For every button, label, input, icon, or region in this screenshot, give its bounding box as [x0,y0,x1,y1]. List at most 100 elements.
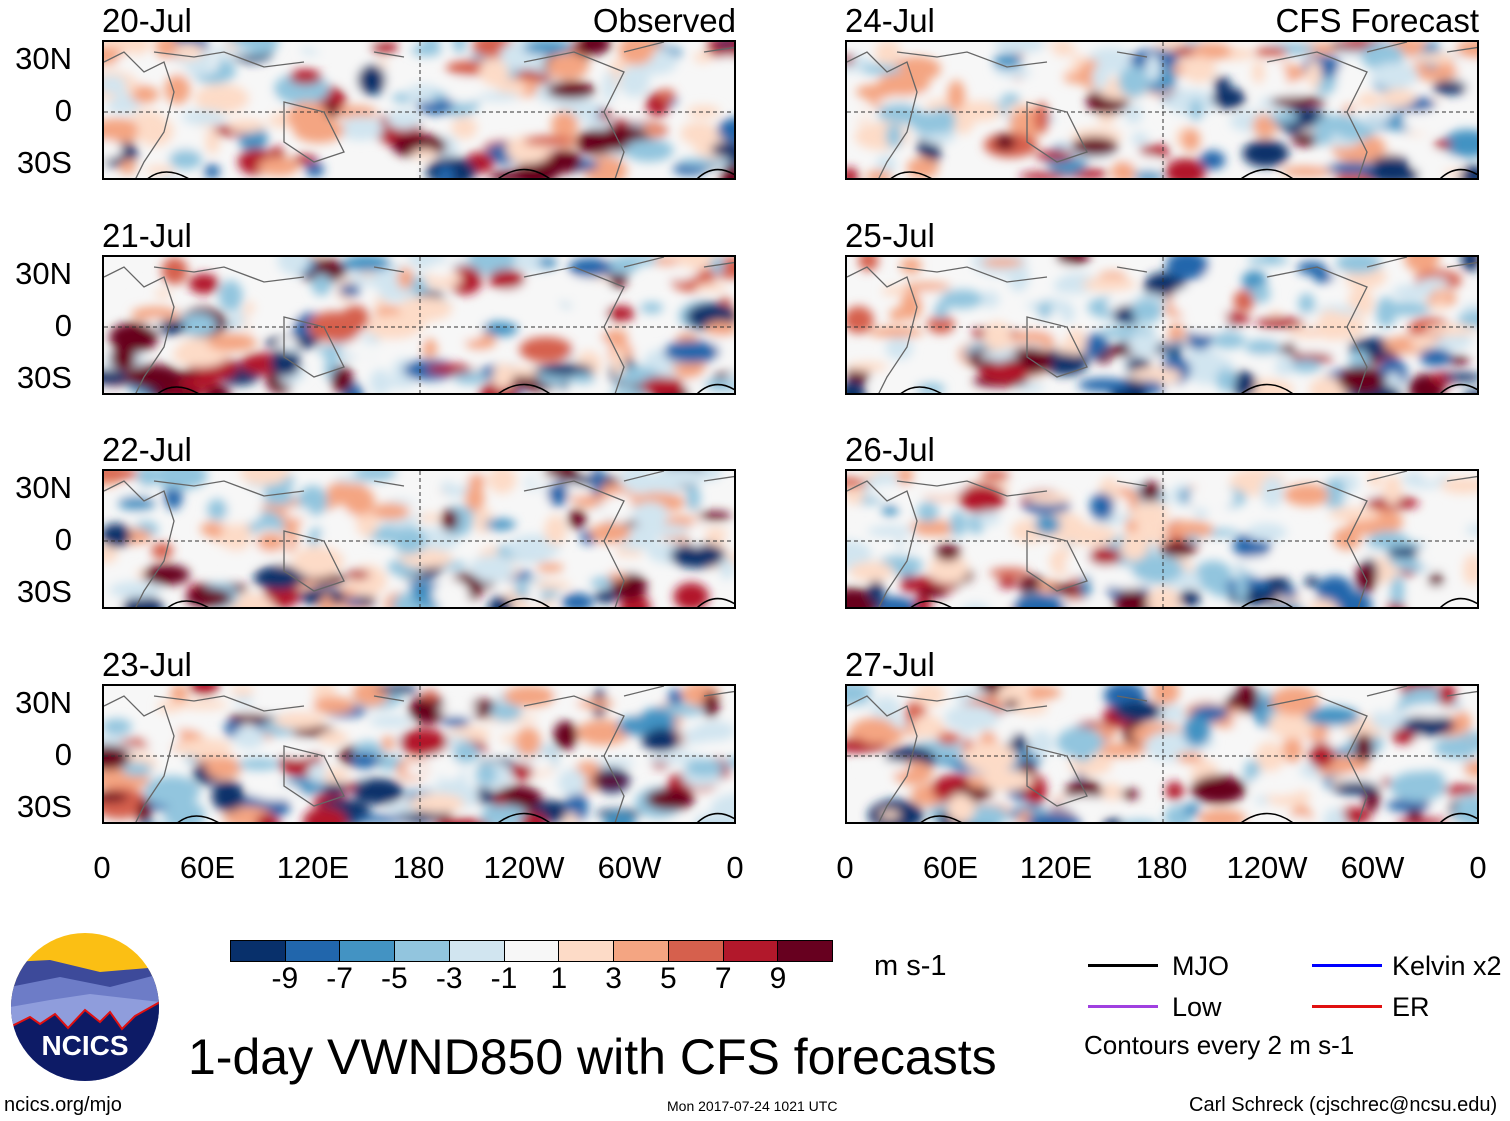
lat-label: 0 [54,737,72,772]
colorbar-tick-label: 1 [550,962,568,995]
anomaly-blob [673,582,709,607]
anomaly-blob [353,778,404,805]
anomaly-blob [902,282,951,291]
anomaly-blob [1168,520,1214,538]
anomaly-blob [230,686,255,696]
anomaly-blob [1113,589,1151,607]
lat-label: 30S [16,145,72,180]
lon-label: 60E [179,850,236,885]
anomaly-blob [467,473,486,489]
lat-label: 30S [16,360,72,395]
anomaly-blob [1199,150,1226,170]
anomaly-blob [110,346,136,372]
anomaly-blob [476,764,497,785]
anomaly-blob [237,758,281,771]
anomaly-blob [227,593,275,607]
anomaly-blob [1427,576,1443,587]
anomaly-blob [725,373,734,384]
anomaly-blob [1081,277,1137,292]
anomaly-blob [1268,710,1316,739]
anomaly-blob [847,108,870,120]
lon-label: 0 [836,850,854,885]
anomaly-blob [292,154,318,165]
anomaly-blob [345,596,362,607]
anomaly-blob [645,788,695,811]
anomaly-blob [980,471,1010,482]
anomaly-blob [104,266,120,284]
anomaly-blob [609,758,635,768]
anomaly-blob [979,351,1018,361]
anomaly-blob [370,42,398,54]
anomaly-blob [1131,132,1149,146]
anomaly-blob [855,717,896,744]
colorbar-swatch [614,941,669,961]
lat-label: 30N [15,256,72,291]
panel-title: CFS Forecast [1275,2,1479,39]
anomaly-blob [979,362,1030,383]
colorbar-tick-label: 5 [660,962,677,995]
anomaly-blob [240,471,290,486]
anomaly-blob [338,116,384,141]
panel-title: Observed [592,2,736,39]
anomaly-blob [860,64,903,75]
anomaly-blob [935,544,961,562]
anomaly-blob [998,577,1018,589]
anomaly-blob [333,105,378,120]
anomaly-blob [981,257,1024,268]
anomaly-blob [618,42,655,66]
anomaly-blob [515,727,541,757]
anomaly-blob [1159,541,1196,557]
anomaly-blob [446,471,476,487]
anomaly-blob [1462,553,1477,586]
anomaly-blob [393,526,427,555]
anomaly-blob [847,306,874,334]
anomaly-blob [479,58,510,87]
anomaly-blob [561,593,594,607]
anomaly-blob [1433,737,1477,759]
anomaly-blob [1419,347,1452,367]
anomaly-blob [104,471,141,481]
site-url[interactable]: ncics.org/mjo [4,1094,122,1116]
anomaly-blob [609,388,650,393]
anomaly-blob [589,522,631,544]
anomaly-blob [210,45,251,57]
anomaly-blob [1111,161,1136,178]
anomaly-blob [1213,76,1231,90]
anomaly-blob [1047,584,1084,594]
anomaly-blob [211,780,245,812]
anomaly-blob [177,312,218,337]
anomaly-blob [855,84,895,100]
anomaly-blob [136,116,174,147]
anomaly-blob [125,364,182,389]
anomaly-blob [1182,803,1201,816]
anomaly-blob [378,338,425,347]
anomaly-blob [205,756,243,780]
anomaly-blob [1380,88,1417,108]
colorbar-tick-label: 7 [714,962,732,995]
anomaly-blob [1442,372,1477,382]
anomaly-blob [431,91,449,101]
anomaly-blob [868,326,924,338]
anomaly-blob [1409,334,1437,350]
anomaly-blob [397,267,414,290]
anomaly-blob [1255,741,1285,773]
anomaly-blob [465,484,485,512]
anomaly-blob [1413,153,1460,175]
anomaly-blob [1026,493,1072,505]
anomaly-blob [1442,784,1477,795]
anomaly-blob [538,363,594,377]
anomaly-blob [440,508,459,532]
anomaly-blob [151,542,173,560]
panel-date: 21-Jul [102,217,192,254]
panel-date: 25-Jul [845,217,935,254]
anomaly-blob [1316,575,1354,607]
anomaly-blob [654,257,679,267]
anomaly-blob [546,81,596,99]
anomaly-blob [944,704,1000,732]
anomaly-blob [194,83,250,114]
anomaly-blob [631,501,669,528]
anomaly-blob [594,590,619,603]
anomaly-blob [1183,714,1211,747]
anomaly-blob [131,306,181,322]
anomaly-blob [1382,474,1402,506]
